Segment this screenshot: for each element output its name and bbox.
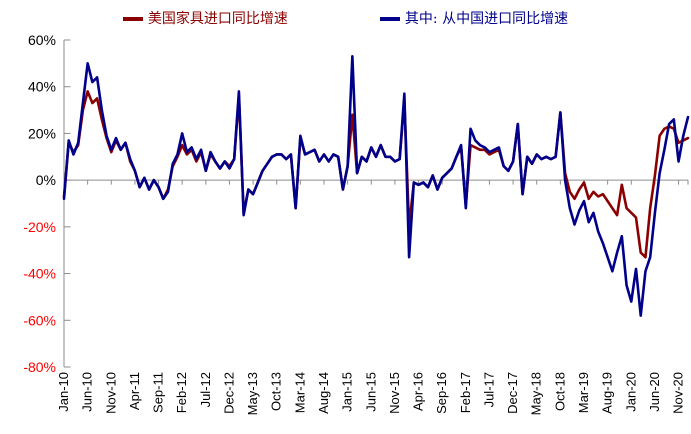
x-tick-label: Mar-19 bbox=[576, 372, 591, 413]
x-tick-label: Nov-20 bbox=[671, 372, 686, 414]
y-tick-label: 60% bbox=[28, 32, 56, 48]
legend-line-marker-china bbox=[379, 17, 400, 21]
x-tick-label: Nov-15 bbox=[387, 372, 402, 414]
series-line-us-furniture-imports bbox=[62, 90, 690, 259]
x-tick-label: Dec-12 bbox=[221, 372, 236, 414]
y-tick-label: -40% bbox=[23, 266, 56, 282]
x-tick-label: May-18 bbox=[529, 372, 544, 415]
x-tick-label: Oct-18 bbox=[552, 372, 567, 411]
x-tick-label: Jan-15 bbox=[340, 372, 355, 412]
x-tick-label: Nov-10 bbox=[103, 372, 118, 414]
x-tick-label: Jul-17 bbox=[481, 372, 496, 407]
x-tick-label: Jun-15 bbox=[363, 372, 378, 412]
x-tick-label: Jan-10 bbox=[56, 372, 71, 412]
y-tick-label: -20% bbox=[23, 219, 56, 235]
y-tick-label: -80% bbox=[23, 359, 56, 375]
legend-item-china: 其中: 从中国进口同比增速 bbox=[379, 11, 569, 27]
y-tick-label: 0% bbox=[36, 172, 56, 188]
x-tick-label: Feb-17 bbox=[458, 372, 473, 413]
x-tick-label: Apr-16 bbox=[411, 372, 426, 411]
y-tick-label: 40% bbox=[28, 79, 56, 95]
x-tick-label: Sep-11 bbox=[151, 372, 166, 413]
x-tick-label: Jun-10 bbox=[80, 372, 95, 412]
legend-label-china: 其中: 从中国进口同比增速 bbox=[404, 11, 569, 27]
legend-item-us-total: 美国家具进口同比增速 bbox=[122, 11, 288, 27]
x-tick-label: Sep-16 bbox=[434, 372, 449, 414]
legend-line-marker-us-total bbox=[122, 17, 143, 21]
x-tick-label: Mar-14 bbox=[292, 372, 307, 413]
x-tick-label: Oct-13 bbox=[269, 372, 284, 411]
y-tick-label: -60% bbox=[23, 312, 56, 328]
x-tick-label: Feb-12 bbox=[174, 372, 189, 413]
x-tick-label: Jul-12 bbox=[198, 372, 213, 407]
legend-label-us-total: 美国家具进口同比增速 bbox=[147, 11, 288, 27]
x-tick-label: Aug-19 bbox=[600, 372, 615, 414]
x-tick-label: Aug-14 bbox=[316, 372, 331, 414]
x-tick-label: Dec-17 bbox=[505, 372, 520, 414]
x-tick-label: Jan-20 bbox=[623, 372, 638, 412]
x-tick-label: May-13 bbox=[245, 372, 260, 415]
chart-legend: 美国家具进口同比增速 其中: 从中国进口同比增速 bbox=[0, 8, 691, 30]
x-tick-label: Apr-11 bbox=[127, 372, 142, 410]
series-line-imports-from-china bbox=[62, 55, 690, 317]
y-tick-label: 20% bbox=[28, 125, 56, 141]
x-tick-label: Jun-20 bbox=[647, 372, 662, 412]
